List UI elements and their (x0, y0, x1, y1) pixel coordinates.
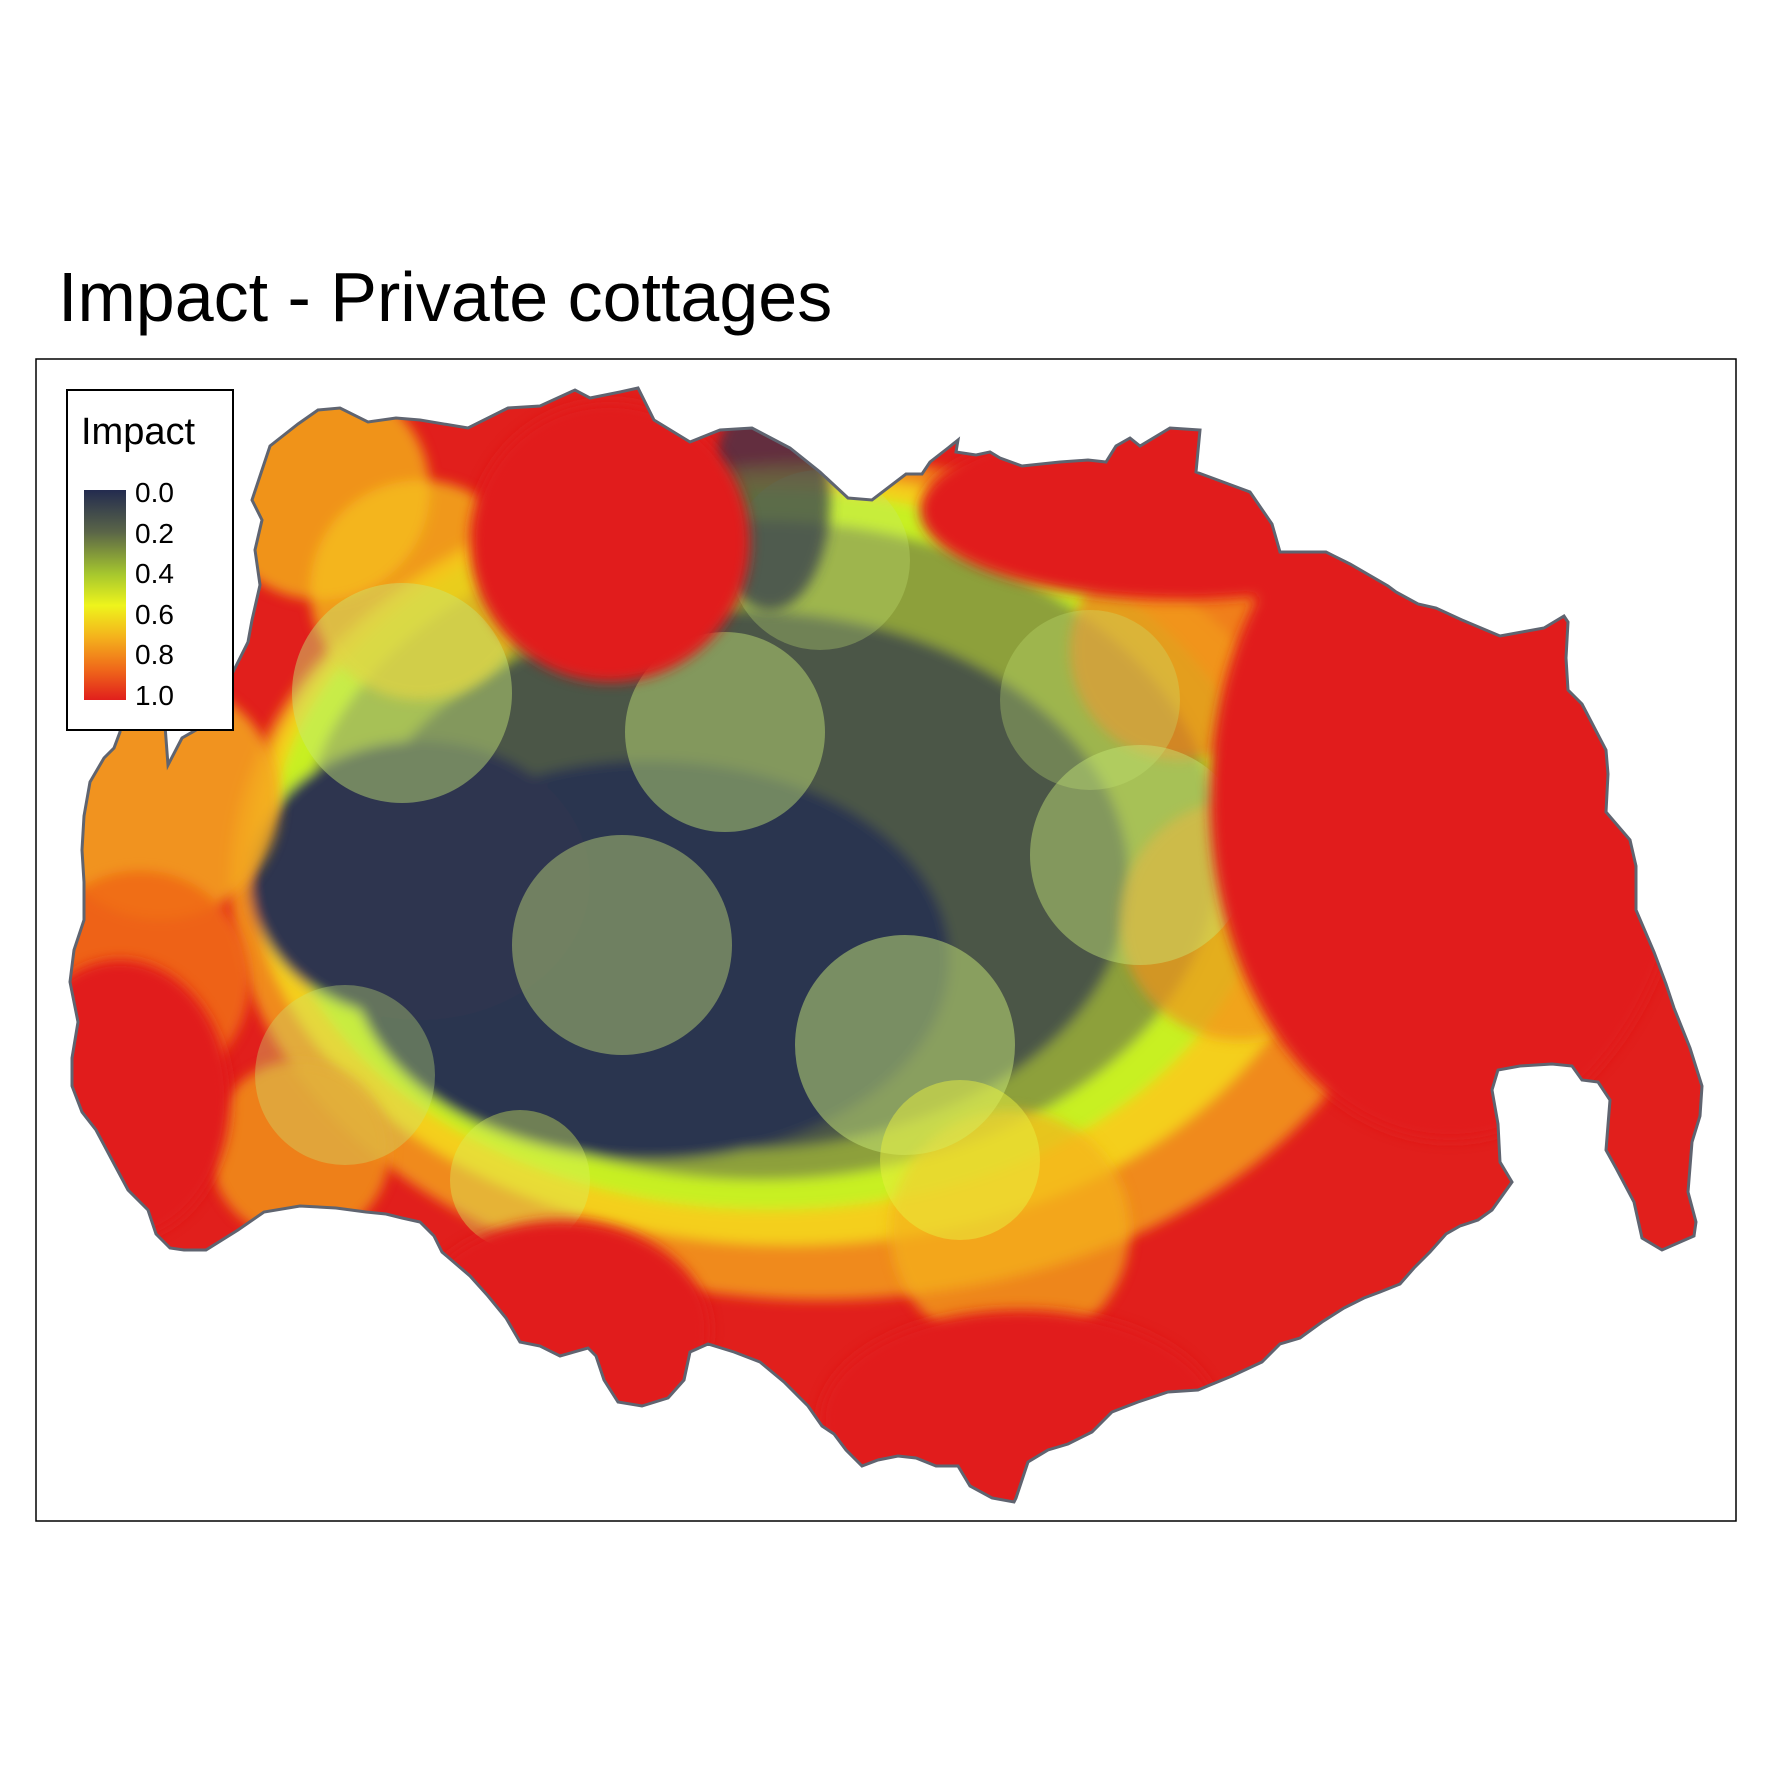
buffer-circles (255, 470, 1250, 1250)
buffer-circle (292, 583, 512, 803)
legend-label-1: 0.2 (135, 518, 174, 549)
legend-colorbar (84, 490, 126, 700)
impact-raster (70, 388, 1702, 1502)
legend: Impact 0.0 0.2 0.4 0.6 0.8 1.0 (66, 389, 234, 731)
buffer-circle (1030, 745, 1250, 965)
buffer-circle (1000, 610, 1180, 790)
legend-title: Impact (81, 411, 195, 453)
hotspot-north (470, 402, 750, 682)
map-frame (35, 358, 1737, 1522)
buffer-circle (880, 1080, 1040, 1240)
legend-label-2: 0.4 (135, 558, 174, 589)
legend-label-4: 0.8 (135, 639, 174, 670)
hotspot-northeast (920, 420, 1440, 600)
hotspot-south (410, 1220, 710, 1440)
hotspot-west (70, 960, 230, 1240)
buffer-circle (450, 1110, 590, 1250)
buffer-circle (255, 985, 435, 1165)
hotspot-southeast (820, 1310, 1220, 1502)
impact-zone-darkest-2 (250, 740, 590, 1020)
impact-circle (210, 1060, 390, 1240)
legend-label-5: 1.0 (135, 680, 174, 711)
legend-label-3: 0.6 (135, 599, 174, 630)
buffer-circle (512, 835, 732, 1055)
buffer-circle (625, 632, 825, 832)
legend-label-0: 0.0 (135, 477, 174, 508)
map-title: Impact - Private cottages (58, 258, 833, 336)
